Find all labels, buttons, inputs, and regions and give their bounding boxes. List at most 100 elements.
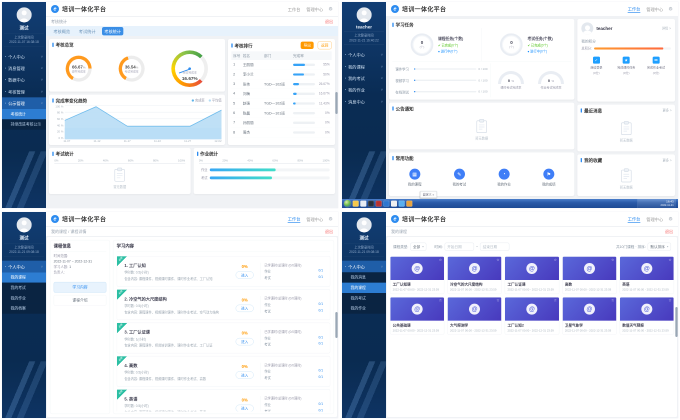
- sidebar-menu-item[interactable]: ▪ 我的课程 ∨: [344, 64, 383, 70]
- taskbar-app-icon[interactable]: [398, 200, 405, 207]
- course-date-range: 2022-11-07 00:00 - 2022-12-31 23:59: [392, 328, 440, 332]
- sidebar-menu-item[interactable]: ▪ 个人中心 ∨: [4, 54, 43, 60]
- nav-workbench[interactable]: 工作台: [627, 6, 641, 13]
- enter-button[interactable]: 进入: [235, 337, 254, 346]
- scrollbar[interactable]: [335, 311, 338, 338]
- sidebar-menu-item[interactable]: ▪ 消息中心 ∨: [344, 99, 383, 105]
- logo-swirl-icon: @: [526, 303, 538, 315]
- progress-track: [292, 102, 315, 105]
- course-card[interactable]: ☆ @ 大气探测学 2022-11-07 00:00 - 2022-12-31 …: [447, 296, 502, 335]
- sidebar-submenu-item[interactable]: 我的作业: [341, 303, 386, 314]
- nav-admin[interactable]: 管理中心: [646, 217, 664, 222]
- sidebar-submenu-item[interactable]: 我的作业: [1, 292, 46, 304]
- start-date-input[interactable]: 开始日期: [444, 242, 474, 251]
- enter-button[interactable]: 进入: [235, 304, 254, 312]
- type-select[interactable]: 全部 ▾: [410, 242, 427, 251]
- sidebar-submenu-item[interactable]: 考核统计: [1, 108, 46, 120]
- course-side-tab[interactable]: 课程介绍: [53, 295, 107, 306]
- table-row: 7 孙丽丽 0%: [231, 118, 332, 128]
- back-button[interactable]: 返回: [317, 41, 332, 50]
- sidebar-submenu-item[interactable]: 我的考试: [1, 282, 46, 293]
- sidebar-menu-item[interactable]: ▪ 公示管理 ∨: [1, 97, 46, 109]
- stats-tab[interactable]: 考核统计: [101, 26, 124, 36]
- sidebar-username: 测试: [359, 235, 369, 241]
- stats-tab[interactable]: 考试统计: [78, 29, 96, 34]
- homework-stats-card: 作业统计 0% 20% 40% 60% 80% 100% 作业 考试: [193, 147, 335, 194]
- progress-track: [292, 121, 315, 124]
- course-side-tab[interactable]: 学习内容: [53, 282, 107, 293]
- taskbar-app-icon[interactable]: [383, 200, 390, 207]
- enter-button[interactable]: 进入: [235, 404, 254, 412]
- sidebar-submenu-item[interactable]: 我的课程: [1, 272, 46, 283]
- sidebar-menu-item[interactable]: ▪ 我的作业 ∨: [344, 87, 383, 93]
- exit-link[interactable]: 退出: [324, 229, 333, 234]
- sidebar-submenu-item[interactable]: 我的课程: [341, 282, 386, 293]
- course-card[interactable]: ☆ @ 公共基础课 2022-11-07 00:00 - 2022-12-31 …: [389, 296, 445, 335]
- progress-row: 视频学习 0 / 100: [395, 78, 488, 83]
- sort-select[interactable]: 默认排序 ▾: [647, 242, 671, 251]
- profile-more-link[interactable]: 详情 >: [661, 26, 671, 31]
- settings-gear-icon[interactable]: ⚙: [328, 6, 333, 12]
- sidebar-menu-item[interactable]: ▪ 个人中心 ∨: [341, 260, 386, 273]
- course-card[interactable]: ☆ @ 数值天气预报 2022-11-07 00:00 - 2022-12-31…: [619, 296, 674, 335]
- quick-action[interactable]: ▦ 我的课程: [392, 168, 437, 186]
- score-bar-fill: [593, 47, 664, 50]
- settings-gear-icon[interactable]: ⚙: [328, 216, 333, 222]
- taskbar-app-icon[interactable]: [375, 200, 382, 207]
- sidebar-submenu-item[interactable]: 持续改进考核公示: [1, 119, 46, 130]
- taskbar-app-icon[interactable]: [352, 200, 359, 207]
- taskbar-app-icon[interactable]: [360, 200, 367, 207]
- end-date-input[interactable]: 结束日期: [480, 242, 510, 251]
- course-chapter-item: 必修 3. 工厂认证课 学时数: 1(小时) 包含内容: 课程课件、师资培训课件…: [116, 322, 331, 354]
- course-card[interactable]: ☆ @ 工厂认证课 2022-11-07 00:00 - 2022-12-31 …: [504, 256, 560, 294]
- nav-workbench[interactable]: 工作台: [627, 216, 641, 223]
- score-stat: ✓ 连续登录 (0分): [590, 56, 603, 75]
- taskbar-app-icon[interactable]: [390, 200, 397, 207]
- nav-admin[interactable]: 管理中心: [646, 7, 664, 12]
- quick-action[interactable]: ⚑ 我的成绩: [526, 168, 571, 186]
- sidebar-menu-item[interactable]: ▪ 消息管理 ∨: [4, 66, 43, 71]
- course-card[interactable]: ☆ @ 英语 2022-11-07 00:00 - 2022-12-31 23:…: [619, 256, 674, 294]
- enter-button[interactable]: 进入: [235, 371, 254, 379]
- start-button[interactable]: [343, 199, 351, 207]
- exit-link[interactable]: 退出: [664, 229, 673, 234]
- course-info-card: 课程信息 时间范围: 2022-11-07 ~ 2022-12-31 学习人数: 1…: [49, 239, 110, 414]
- taskbar-app-icon[interactable]: [406, 200, 413, 207]
- course-card[interactable]: ☆ @ 工厂认知课 2022-11-07 00:00 - 2022-12-31 …: [389, 256, 445, 294]
- system-tray-clock[interactable]: 16:43 2022-11-21: [637, 198, 676, 208]
- app-title: 培训一体化平台: [401, 5, 447, 13]
- logo-swirl-icon: @: [469, 262, 481, 274]
- nav-admin[interactable]: 管理中心: [306, 217, 324, 222]
- quick-action[interactable]: ✎ 我的考试: [437, 168, 482, 186]
- sidebar-menu-item[interactable]: ▪ 个人中心 ∨: [344, 52, 383, 58]
- stats-tab[interactable]: 考核概览: [53, 29, 71, 34]
- nav-workbench[interactable]: 工作台: [287, 7, 301, 12]
- settings-gear-icon[interactable]: ⚙: [668, 6, 673, 12]
- course-card[interactable]: ☆ @ 高数 2022-11-07 00:00 - 2022-12-31 23:…: [562, 256, 617, 294]
- sidebar-submenu-item[interactable]: 我的考试: [341, 292, 386, 304]
- course-card[interactable]: ☆ @ 工厂认知2 2022-11-07 00:00 - 2022-12-31 …: [504, 296, 560, 335]
- enter-button[interactable]: 进入: [235, 271, 254, 279]
- filter-bar: 课程类型: 全部 ▾ 时间: 开始日期 ~ 结束日期 共10门课程 · 排序: 默…: [390, 240, 674, 253]
- sidebar-menu-item[interactable]: ▪ 个人中心 ∨: [1, 260, 46, 273]
- course-date-range: 2022-11-07 00:00 - 2022-12-31 23:59: [450, 328, 497, 332]
- taskbar-app-icon[interactable]: [367, 200, 374, 207]
- sidebar-menu-item[interactable]: ▪ 考核管理 ∨: [4, 89, 43, 95]
- settings-gear-icon[interactable]: ⚙: [668, 216, 673, 222]
- scrollbar[interactable]: [335, 91, 338, 114]
- corner-star-icon: ☆: [553, 257, 557, 262]
- sidebar-menu-item[interactable]: ▪ 我的考试 ∨: [344, 76, 383, 81]
- export-button[interactable]: 导出: [300, 41, 314, 49]
- sidebar-submenu-item[interactable]: 我的档案: [1, 303, 46, 314]
- quick-action[interactable]: ◔ 我的作业: [482, 168, 527, 186]
- exit-link[interactable]: 退出: [324, 19, 333, 24]
- nav-admin[interactable]: 管理中心: [306, 7, 324, 12]
- course-card[interactable]: ☆ @ 冷空气的大尺度结构 2022-11-07 00:00 - 2022-12…: [447, 256, 502, 294]
- nav-workbench[interactable]: 工作台: [287, 216, 301, 223]
- scrollbar[interactable]: [675, 306, 678, 337]
- more-link[interactable]: 更多 >: [662, 158, 672, 163]
- sidebar-submenu-item[interactable]: 我的消息: [341, 272, 386, 283]
- course-card[interactable]: ☆ @ 卫星气象学 2022-11-07 00:00 - 2022-12-31 …: [562, 296, 617, 335]
- sidebar-menu-item[interactable]: ▪ 数据中心 ∨: [4, 77, 43, 83]
- more-link[interactable]: 更多 >: [662, 108, 672, 113]
